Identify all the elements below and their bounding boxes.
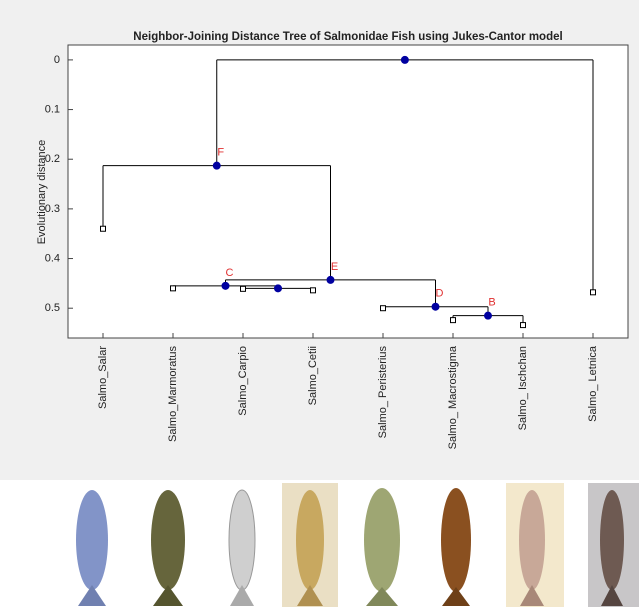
leaf-node [171, 286, 176, 291]
internal-node [327, 276, 335, 284]
y-tick-label: 0.2 [45, 153, 60, 165]
internal-node [274, 284, 282, 292]
node-label: C [226, 267, 234, 279]
x-tick-label: Salmo_ Letnica [587, 345, 599, 422]
page: Neighbor-Joining Distance Tree of Salmon… [0, 0, 639, 607]
x-tick-label: Salmo_Cetii [307, 346, 319, 405]
y-tick-label: 0.4 [45, 252, 60, 264]
chart: Neighbor-Joining Distance Tree of Salmon… [0, 0, 639, 607]
node-label: B [488, 297, 495, 309]
leaf-node [591, 290, 596, 295]
fish [76, 490, 108, 606]
x-tick-label: Salmo_Carpio [237, 346, 249, 416]
fish [441, 488, 471, 606]
leaf-node [311, 288, 316, 293]
y-tick-label: 0.5 [45, 302, 60, 314]
fish-images [76, 483, 639, 607]
fish [364, 488, 400, 606]
internal-node [484, 312, 492, 320]
x-tick-label: Salmo_Salar [97, 346, 109, 409]
leaf-node [241, 286, 246, 291]
x-tick-label: Salmo_ Peristerius [377, 346, 389, 439]
fish [229, 490, 255, 606]
x-tick-label: Salmo_Marmoratus [167, 346, 179, 442]
node-label: F [217, 147, 224, 159]
leaf-node [381, 306, 386, 311]
x-tick-label: Salmo_ Macrostigma [447, 345, 459, 449]
node-label: D [436, 288, 444, 300]
chart-title: Neighbor-Joining Distance Tree of Salmon… [133, 31, 562, 43]
internal-node [213, 162, 221, 170]
leaf-node [101, 226, 106, 231]
leaf-node [451, 318, 456, 323]
y-tick-label: 0.3 [45, 203, 60, 215]
leaf-node [521, 323, 526, 328]
fish [151, 490, 185, 606]
node-label: E [331, 261, 338, 273]
internal-node [401, 56, 409, 64]
y-tick-label: 0.1 [45, 103, 60, 115]
internal-node [222, 282, 230, 290]
axes-box [68, 45, 628, 338]
y-tick-label: 0 [54, 54, 60, 66]
x-tick-label: Salmo_ Ischchan [517, 346, 529, 430]
internal-node [432, 303, 440, 311]
